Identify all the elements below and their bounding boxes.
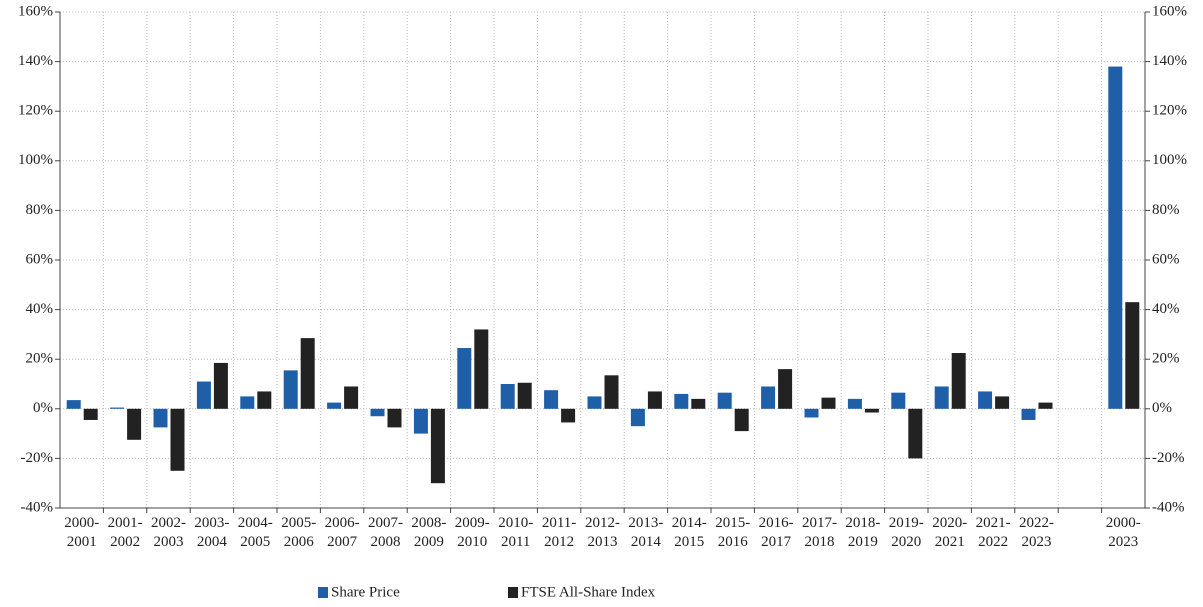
bar xyxy=(430,408,445,484)
y2-tick-label: -40% xyxy=(1152,499,1185,515)
bar xyxy=(804,408,819,418)
x-tick-label: 2017-2018 xyxy=(802,515,837,550)
bar xyxy=(561,408,576,423)
bar xyxy=(691,398,706,409)
bar xyxy=(734,408,749,432)
bar xyxy=(934,386,949,409)
x-tick-label: 2020-2021 xyxy=(932,515,967,550)
bar xyxy=(110,407,125,409)
bar xyxy=(864,408,879,413)
y-tick-label: 160% xyxy=(18,3,53,19)
bar xyxy=(240,396,255,409)
y2-tick-label: 120% xyxy=(1152,103,1187,119)
bar xyxy=(457,348,472,409)
y2-tick-label: 40% xyxy=(1152,301,1180,317)
x-tick-label: 2007-2008 xyxy=(368,515,403,550)
legend-label: FTSE All-Share Index xyxy=(521,584,656,600)
bar xyxy=(1108,66,1123,409)
bar xyxy=(66,400,81,409)
y2-tick-label: -20% xyxy=(1152,450,1185,466)
bar xyxy=(344,386,359,409)
bar xyxy=(413,408,428,434)
x-tick-label: 2000-2023 xyxy=(1106,515,1141,550)
bar xyxy=(761,386,776,409)
x-tick-label: 2010-2011 xyxy=(498,515,533,550)
bar xyxy=(327,402,342,409)
x-tick-label: 2019-2020 xyxy=(889,515,924,550)
legend-swatch xyxy=(318,587,328,598)
bar xyxy=(587,396,602,409)
bar xyxy=(847,398,862,409)
bar xyxy=(474,329,489,409)
bar xyxy=(630,408,645,427)
y-tick-label: 140% xyxy=(18,53,53,69)
x-tick-label: 2003-2004 xyxy=(194,515,229,550)
bar xyxy=(717,392,732,409)
y2-tick-label: 60% xyxy=(1152,251,1180,267)
y2-tick-label: 80% xyxy=(1152,202,1180,218)
y-tick-label: 40% xyxy=(26,301,54,317)
bar xyxy=(387,408,402,428)
y2-tick-label: 100% xyxy=(1152,152,1187,168)
bar xyxy=(257,391,272,409)
bar xyxy=(83,408,98,420)
bar xyxy=(674,393,689,409)
x-tick-label: 2013-2014 xyxy=(628,515,663,550)
x-tick-label: 2022-2023 xyxy=(1019,515,1054,550)
legend-label: Share Price xyxy=(331,584,400,600)
bar xyxy=(647,391,662,409)
x-tick-label: 2015-2016 xyxy=(715,515,750,550)
bar xyxy=(604,375,619,409)
x-tick-label: 2016-2017 xyxy=(759,515,794,550)
y-tick-label: 60% xyxy=(26,251,54,267)
x-tick-label: 2002-2003 xyxy=(151,515,186,550)
y-tick-label: 20% xyxy=(26,351,54,367)
x-tick-label: 2006-2007 xyxy=(325,515,360,550)
bar xyxy=(370,408,385,417)
y-tick-label: 120% xyxy=(18,103,53,119)
y-tick-label: 100% xyxy=(18,152,53,168)
x-tick-label: 2000-2001 xyxy=(64,515,99,550)
bar xyxy=(995,396,1010,409)
x-tick-label: 2014-2015 xyxy=(672,515,707,550)
y-tick-label: 0% xyxy=(33,400,53,416)
x-tick-label: 2011-2012 xyxy=(542,515,576,550)
y2-tick-label: 140% xyxy=(1152,53,1187,69)
bar xyxy=(891,392,906,409)
x-tick-label: 2008-2009 xyxy=(411,515,446,550)
bar xyxy=(951,353,966,409)
legend-swatch xyxy=(508,587,518,598)
y2-tick-label: 160% xyxy=(1152,3,1187,19)
y-tick-label: -20% xyxy=(21,450,54,466)
y2-tick-label: 20% xyxy=(1152,351,1180,367)
bar xyxy=(500,384,515,409)
bar xyxy=(1021,408,1036,420)
y-tick-label: -40% xyxy=(21,499,54,515)
bar xyxy=(1038,402,1053,409)
bar xyxy=(153,408,168,428)
bar xyxy=(908,408,923,459)
x-tick-label: 2004-2005 xyxy=(238,515,273,550)
bar xyxy=(517,382,532,409)
bar xyxy=(978,391,993,409)
bar xyxy=(778,369,793,409)
x-tick-label: 2018-2019 xyxy=(845,515,880,550)
bar xyxy=(544,390,559,409)
x-tick-label: 2021-2022 xyxy=(976,515,1011,550)
x-tick-label: 2009-2010 xyxy=(455,515,490,550)
bar xyxy=(127,408,142,440)
bar xyxy=(213,362,228,409)
bar xyxy=(1125,302,1140,409)
bar xyxy=(300,338,315,409)
x-tick-label: 2001-2002 xyxy=(108,515,143,550)
bar xyxy=(821,397,836,409)
x-tick-label: 2005-2006 xyxy=(281,515,316,550)
x-tick-label: 2012-2013 xyxy=(585,515,620,550)
bar xyxy=(170,408,185,471)
bar xyxy=(196,381,211,409)
y-tick-label: 80% xyxy=(26,202,54,218)
y2-tick-label: 0% xyxy=(1152,400,1172,416)
bar xyxy=(283,370,298,409)
